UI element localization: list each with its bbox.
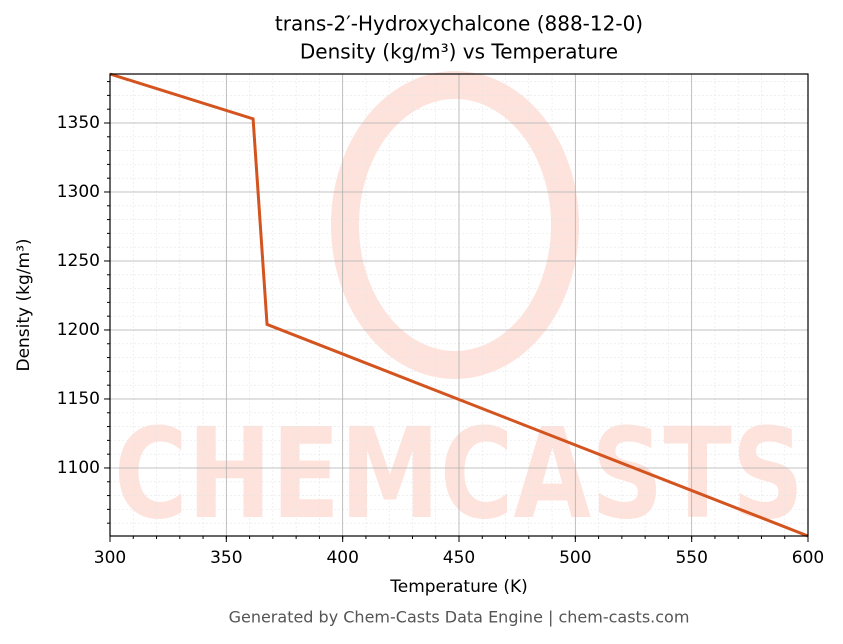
y-tick-label: 1200 [57,320,100,340]
chart-subtitle: Density (kg/m³) vs Temperature [300,40,618,64]
x-tick-label: 600 [792,548,824,568]
x-tick-label: 350 [210,548,242,568]
plot-frame [109,73,809,537]
y-tick-label: 1150 [57,389,100,409]
footer: Generated by Chem-Casts Data Engine | ch… [229,608,690,627]
x-tick-label: 500 [559,548,591,568]
x-tick-label: 300 [94,548,126,568]
x-tick-label: 450 [443,548,475,568]
watermark-logo [331,71,579,379]
x-tick-label: 400 [326,548,358,568]
y-tick-label: 1250 [57,251,100,271]
y-tick-label: 1300 [57,182,100,202]
y-axis-label: Density (kg/m³) [14,238,34,371]
x-axis-label: Temperature (K) [389,577,528,597]
chart-title: trans-2′-Hydroxychalcone (888-12-0) [275,12,643,36]
y-tick-label: 1350 [57,113,100,133]
y-tick-label: 1100 [57,458,100,478]
x-tick-label: 550 [675,548,707,568]
line [109,72,809,538]
